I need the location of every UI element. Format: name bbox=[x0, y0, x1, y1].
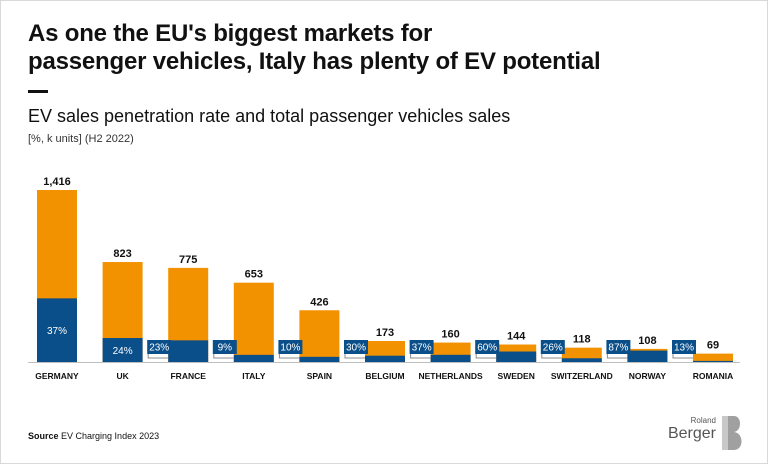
category-label: NORWAY bbox=[629, 371, 667, 381]
ev-share-callout bbox=[212, 340, 237, 354]
total-value-label: 426 bbox=[310, 296, 328, 308]
category-label: BELGIUM bbox=[365, 371, 404, 381]
roland-berger-logo: Roland Berger bbox=[666, 412, 746, 452]
total-value-label: 173 bbox=[376, 327, 394, 339]
category-label: FRANCE bbox=[170, 371, 206, 381]
ev-share-callout bbox=[344, 340, 368, 354]
category-label: UK bbox=[116, 371, 129, 381]
logo-text-roland: Roland bbox=[690, 416, 716, 425]
bar-ev-share bbox=[102, 338, 143, 362]
chart-title: As one the EU's biggest markets for pass… bbox=[28, 20, 601, 76]
bar-total bbox=[299, 310, 340, 362]
logo-text-berger: Berger bbox=[667, 425, 716, 442]
bar-ev-share bbox=[430, 354, 471, 362]
ev-share-callout bbox=[278, 340, 303, 354]
category-label: SPAIN bbox=[307, 371, 332, 381]
total-value-label: 144 bbox=[507, 331, 526, 343]
ev-share-label: 60% bbox=[477, 343, 497, 354]
ev-share-callout bbox=[606, 340, 631, 354]
ev-share-label: 30% bbox=[346, 343, 366, 354]
ev-share-label: 37% bbox=[412, 343, 432, 354]
ev-share-callout bbox=[540, 340, 565, 354]
bar-ev-share bbox=[496, 351, 537, 362]
bar-ev-share bbox=[561, 358, 602, 362]
ev-share-label: 10% bbox=[280, 343, 300, 354]
category-label: SWEDEN bbox=[498, 371, 535, 381]
source-note: Source EV Charging Index 2023 bbox=[28, 431, 159, 441]
ev-share-label: 13% bbox=[674, 343, 694, 354]
chart-subtitle: EV sales penetration rate and total pass… bbox=[28, 106, 511, 126]
ev-share-label: 24% bbox=[113, 346, 133, 357]
category-label: NETHERLANDS bbox=[418, 371, 483, 381]
category-label: ITALY bbox=[242, 371, 265, 381]
ev-share-callout-pointer bbox=[541, 354, 562, 359]
ev-share-callout-pointer bbox=[672, 354, 693, 359]
bar-ev-share bbox=[37, 298, 77, 362]
title-rule bbox=[28, 90, 48, 93]
category-label: ROMANIA bbox=[693, 371, 734, 381]
ev-share-callout bbox=[147, 340, 172, 354]
ev-share-callout-pointer bbox=[475, 354, 497, 359]
total-value-label: 1,416 bbox=[43, 176, 71, 188]
bar-total bbox=[693, 353, 733, 362]
bar-ev-share bbox=[299, 356, 340, 362]
total-value-label: 823 bbox=[113, 248, 131, 260]
ev-share-callout bbox=[409, 340, 434, 354]
ev-share-label: 9% bbox=[218, 343, 233, 354]
category-label: SWITZERLAND bbox=[551, 371, 613, 381]
chart-title-line-1: As one the EU's biggest markets for bbox=[28, 20, 433, 47]
ev-share-callout-pointer bbox=[147, 354, 169, 359]
bar-ev-share bbox=[233, 354, 274, 362]
bar-ev-share bbox=[168, 340, 209, 362]
source-text: EV Charging Index 2023 bbox=[61, 431, 160, 441]
total-value-label: 69 bbox=[707, 340, 719, 352]
chart-units: [%, k units] (H2 2022) bbox=[28, 133, 134, 145]
total-value-label: 118 bbox=[573, 334, 591, 346]
ev-share-label: 87% bbox=[608, 343, 628, 354]
ev-share-callout bbox=[475, 340, 500, 354]
ev-share-label: 23% bbox=[149, 343, 169, 354]
bar-ev-share bbox=[627, 350, 668, 362]
ev-share-label: 37% bbox=[47, 326, 67, 337]
ev-share-callout bbox=[672, 340, 696, 354]
bar-ev-share bbox=[693, 360, 733, 362]
total-value-label: 108 bbox=[638, 335, 656, 347]
total-value-label: 775 bbox=[179, 254, 197, 266]
bar-ev-share bbox=[365, 355, 405, 362]
total-value-label: 653 bbox=[245, 269, 263, 281]
total-value-label: 160 bbox=[441, 329, 459, 341]
ev-share-callout-pointer bbox=[410, 354, 431, 359]
ev-share-label: 26% bbox=[543, 343, 563, 354]
ev-share-callout-pointer bbox=[344, 354, 365, 359]
logo-b-mark-icon bbox=[722, 416, 742, 450]
bar-chart: 1,416 37% GERMANY 823 24% UK 775 23% FRANCE 653 9%… bbox=[28, 176, 740, 381]
bar-total bbox=[233, 282, 274, 362]
source-label: Source bbox=[28, 431, 59, 441]
chart-title-line-2: passenger vehicles, Italy has plenty of … bbox=[28, 48, 601, 75]
ev-share-callout-pointer bbox=[213, 354, 234, 359]
ev-share-callout-pointer bbox=[278, 354, 300, 359]
category-label: GERMANY bbox=[35, 371, 79, 381]
ev-share-callout-pointer bbox=[606, 354, 628, 359]
